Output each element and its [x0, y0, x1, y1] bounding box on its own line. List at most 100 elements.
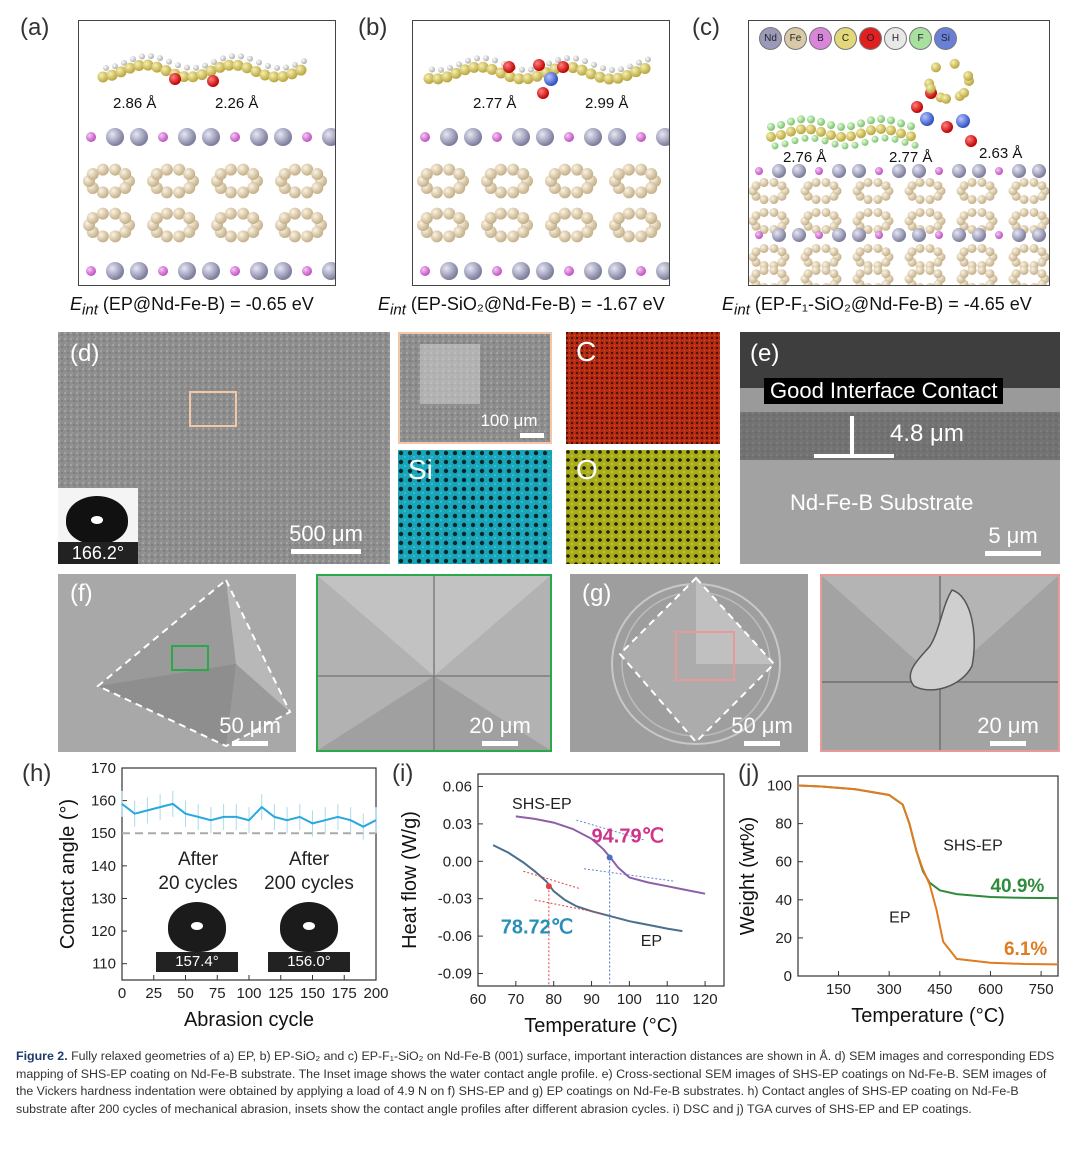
- h-atom: [447, 64, 453, 71]
- h-atom: [184, 64, 190, 71]
- fe-atom: [645, 182, 658, 195]
- scale-line: [990, 741, 1026, 746]
- c-atom: [959, 87, 970, 98]
- fe-atom: [933, 191, 943, 201]
- c-atom: [450, 67, 462, 79]
- fe-atom: [558, 230, 571, 243]
- f-atom: [881, 134, 889, 142]
- c-atom: [160, 65, 172, 77]
- c-atom: [286, 68, 298, 80]
- fe-atom: [769, 243, 779, 253]
- fe-atom: [777, 247, 787, 257]
- fe-atom: [1037, 257, 1047, 267]
- fe-atom: [119, 182, 132, 195]
- si-atom: [920, 112, 934, 126]
- c-atom: [115, 66, 127, 78]
- eds-map-oxygen: O: [566, 450, 720, 564]
- panel-e-cross-section: (e) Good Interface Contact 4.8 μm Nd-Fe-…: [740, 332, 1060, 564]
- fe-atom: [916, 283, 924, 285]
- fe-atom: [109, 186, 122, 199]
- b-atom: [636, 132, 646, 142]
- fe-atom: [863, 177, 873, 187]
- nd-atom: [792, 164, 806, 178]
- c-atom: [432, 73, 444, 85]
- fe-atom: [863, 243, 873, 253]
- b-atom: [86, 132, 96, 142]
- fe-atom: [160, 230, 173, 243]
- f-atom: [891, 135, 899, 143]
- fe-atom: [548, 167, 561, 180]
- fe-atom: [558, 163, 571, 176]
- y-axis-label: Contact angle (°): [57, 799, 79, 949]
- chart-h-contact-angle: 0 25 50 75 100 125 150 175 200 110 120 130 140 150 160…: [57, 762, 388, 1031]
- f-atom: [817, 117, 825, 126]
- fe-atom: [311, 226, 324, 239]
- c-atom: [124, 62, 136, 74]
- fe-atom: [977, 265, 987, 275]
- h-atom: [175, 62, 181, 69]
- fe-atom: [822, 283, 830, 285]
- fe-atom: [214, 211, 227, 224]
- fe-atom: [517, 226, 530, 239]
- fe-atom: [907, 269, 917, 279]
- c-atom: [142, 59, 154, 71]
- o-atom: [207, 75, 219, 87]
- fe-atom: [1030, 283, 1038, 285]
- fe-atom: [811, 243, 821, 253]
- coating-layer: [740, 412, 1060, 460]
- nd-atom: [832, 164, 846, 178]
- fe-atom: [237, 163, 250, 176]
- fe-atom: [581, 211, 594, 224]
- scale-line: [291, 549, 361, 554]
- c-atom: [187, 71, 199, 83]
- h-atom: [438, 66, 444, 73]
- fe-atom: [507, 230, 520, 243]
- fe-atom: [86, 211, 99, 224]
- f-atom: [861, 138, 869, 146]
- fe-atom: [881, 191, 891, 201]
- fe-atom: [968, 283, 976, 285]
- h-atom: [130, 56, 136, 63]
- h-atom: [157, 55, 163, 62]
- contact-angle-label: 157.4°: [156, 952, 238, 972]
- b-atom: [158, 266, 168, 276]
- h-atom: [564, 55, 570, 62]
- fe-atom: [967, 177, 977, 187]
- h-atom: [211, 58, 217, 65]
- y-tick-label: 140: [91, 858, 116, 875]
- nd-atom: [972, 164, 986, 178]
- fe-atom: [1011, 247, 1021, 257]
- fe-atom: [558, 207, 571, 220]
- fe-atom: [494, 186, 507, 199]
- fe-atom: [985, 181, 995, 191]
- fe-atom: [874, 283, 882, 285]
- nd-atom: [250, 262, 268, 280]
- fe-atom: [494, 207, 507, 220]
- fe-atom: [759, 243, 769, 253]
- fe-atom: [109, 163, 122, 176]
- fe-atom: [933, 247, 943, 257]
- c-atom: [178, 71, 190, 83]
- droplet-inset-20: 157.4°: [156, 902, 238, 972]
- fe-atom: [1037, 181, 1047, 191]
- fe-atom: [751, 211, 761, 221]
- fe-atom: [453, 167, 466, 180]
- fe-atom: [977, 207, 987, 217]
- c-atom: [205, 65, 217, 77]
- nd-atom: [202, 128, 220, 146]
- h-atom: [301, 58, 307, 65]
- inset-label-20-cycles: After 20 cycles: [150, 848, 246, 896]
- fe-atom: [237, 207, 250, 220]
- fe-atom: [821, 243, 831, 253]
- plot-frame: [477, 773, 725, 987]
- nd-atom: [512, 128, 530, 146]
- fe-atom: [821, 195, 831, 205]
- nd-atom: [892, 164, 906, 178]
- nd-atom: [440, 262, 458, 280]
- h-atom: [193, 64, 199, 71]
- h-atom: [573, 55, 579, 62]
- fe-atom: [160, 207, 173, 220]
- fe-atom: [173, 186, 186, 199]
- fe-atom: [558, 186, 571, 199]
- zoom-region-box: [675, 631, 735, 681]
